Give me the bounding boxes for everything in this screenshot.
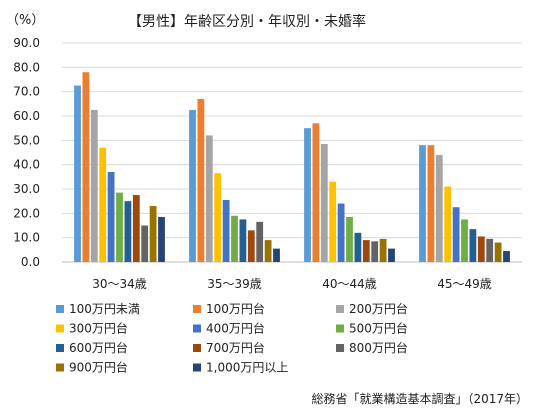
bar xyxy=(116,192,123,262)
bar xyxy=(312,123,320,262)
bar xyxy=(371,241,379,262)
bar xyxy=(427,145,435,262)
bar xyxy=(379,238,387,262)
bar xyxy=(304,128,311,262)
legend-swatch xyxy=(56,363,64,372)
y-axis-unit-label: （%） xyxy=(6,13,44,28)
legend-swatch xyxy=(336,324,344,333)
y-axis: 0.0 10.0 20.0 30.0 40.0 50.0 60.0 70.0 80.0 90.0 xyxy=(13,36,40,269)
bar xyxy=(99,147,107,262)
y-tick-label: 40.0 xyxy=(13,158,40,172)
legend-swatch xyxy=(56,324,64,333)
bar xyxy=(273,248,280,262)
y-tick-label: 60.0 xyxy=(13,109,40,123)
legend-label: 900万円台 xyxy=(69,360,128,375)
bar xyxy=(124,201,132,262)
legend-label: 100万円台 xyxy=(206,301,265,316)
chart-title: 【男性】年齢区分別・年収別・未婚率 xyxy=(128,13,366,30)
legend-label: 800万円台 xyxy=(349,340,408,355)
y-tick-label: 70.0 xyxy=(13,85,40,99)
bar xyxy=(149,206,157,262)
bar xyxy=(264,240,272,262)
bar xyxy=(435,154,443,262)
legend-swatch xyxy=(336,305,344,313)
bar xyxy=(222,199,230,262)
legend-label: 300万円台 xyxy=(69,321,128,336)
bar xyxy=(494,242,502,262)
x-tick-label: 45〜49歳 xyxy=(437,277,492,291)
y-tick-label: 0.0 xyxy=(21,255,40,269)
bar xyxy=(503,251,510,262)
bar xyxy=(107,171,115,262)
bar xyxy=(486,238,494,262)
legend-label: 200万円台 xyxy=(349,301,408,316)
bar xyxy=(320,143,328,262)
bars xyxy=(74,72,510,263)
bar xyxy=(346,216,353,262)
bar xyxy=(477,236,485,262)
x-tick-label: 35〜39歳 xyxy=(207,277,262,291)
bar xyxy=(214,173,222,262)
bar xyxy=(247,230,255,262)
bar xyxy=(337,203,345,262)
y-tick-label: 80.0 xyxy=(13,60,40,74)
y-tick-label: 10.0 xyxy=(13,231,40,245)
legend-label: 600万円台 xyxy=(69,340,128,355)
bar xyxy=(388,248,395,262)
y-tick-label: 50.0 xyxy=(13,133,40,147)
legend-swatch xyxy=(193,363,201,372)
y-tick-label: 30.0 xyxy=(13,182,40,196)
bar xyxy=(132,195,140,262)
bar xyxy=(158,216,165,262)
bar xyxy=(74,85,81,262)
legend-label: 500万円台 xyxy=(349,321,408,336)
bar xyxy=(205,135,213,262)
bar xyxy=(329,181,337,262)
bar xyxy=(141,225,149,262)
legend-label: 700万円台 xyxy=(206,340,265,355)
bar xyxy=(452,207,460,262)
bar xyxy=(82,72,90,262)
legend: 100万円未満 100万円台 200万円台 300万円台 400万円台 500万円台 600… xyxy=(56,301,408,375)
x-tick-label: 40〜44歳 xyxy=(322,277,377,291)
legend-swatch xyxy=(193,305,201,313)
bar xyxy=(231,215,238,262)
bar xyxy=(256,221,264,262)
bar xyxy=(90,109,98,263)
legend-label: 1,000万円以上 xyxy=(206,361,288,375)
legend-swatch xyxy=(193,324,201,333)
source-note: 総務省「就業構造基本調査」（2017年） xyxy=(311,392,528,406)
legend-swatch xyxy=(56,305,64,313)
legend-label: 400万円台 xyxy=(206,321,265,336)
bar xyxy=(239,219,247,262)
legend-swatch xyxy=(56,344,64,352)
bar xyxy=(189,109,196,263)
x-axis: 30〜34歳 35〜39歳 40〜44歳 45〜49歳 xyxy=(92,277,492,291)
bar xyxy=(354,232,362,262)
legend-swatch xyxy=(193,344,201,352)
x-tick-label: 30〜34歳 xyxy=(92,277,147,291)
legend-swatch xyxy=(336,344,344,352)
bar xyxy=(461,219,468,262)
bar xyxy=(362,240,370,262)
bar xyxy=(419,145,426,262)
y-tick-label: 20.0 xyxy=(13,206,40,220)
bar xyxy=(444,186,452,262)
legend-label: 100万円未満 xyxy=(69,302,140,316)
bar xyxy=(197,98,205,262)
bar xyxy=(469,229,477,262)
y-tick-label: 90.0 xyxy=(13,36,40,50)
